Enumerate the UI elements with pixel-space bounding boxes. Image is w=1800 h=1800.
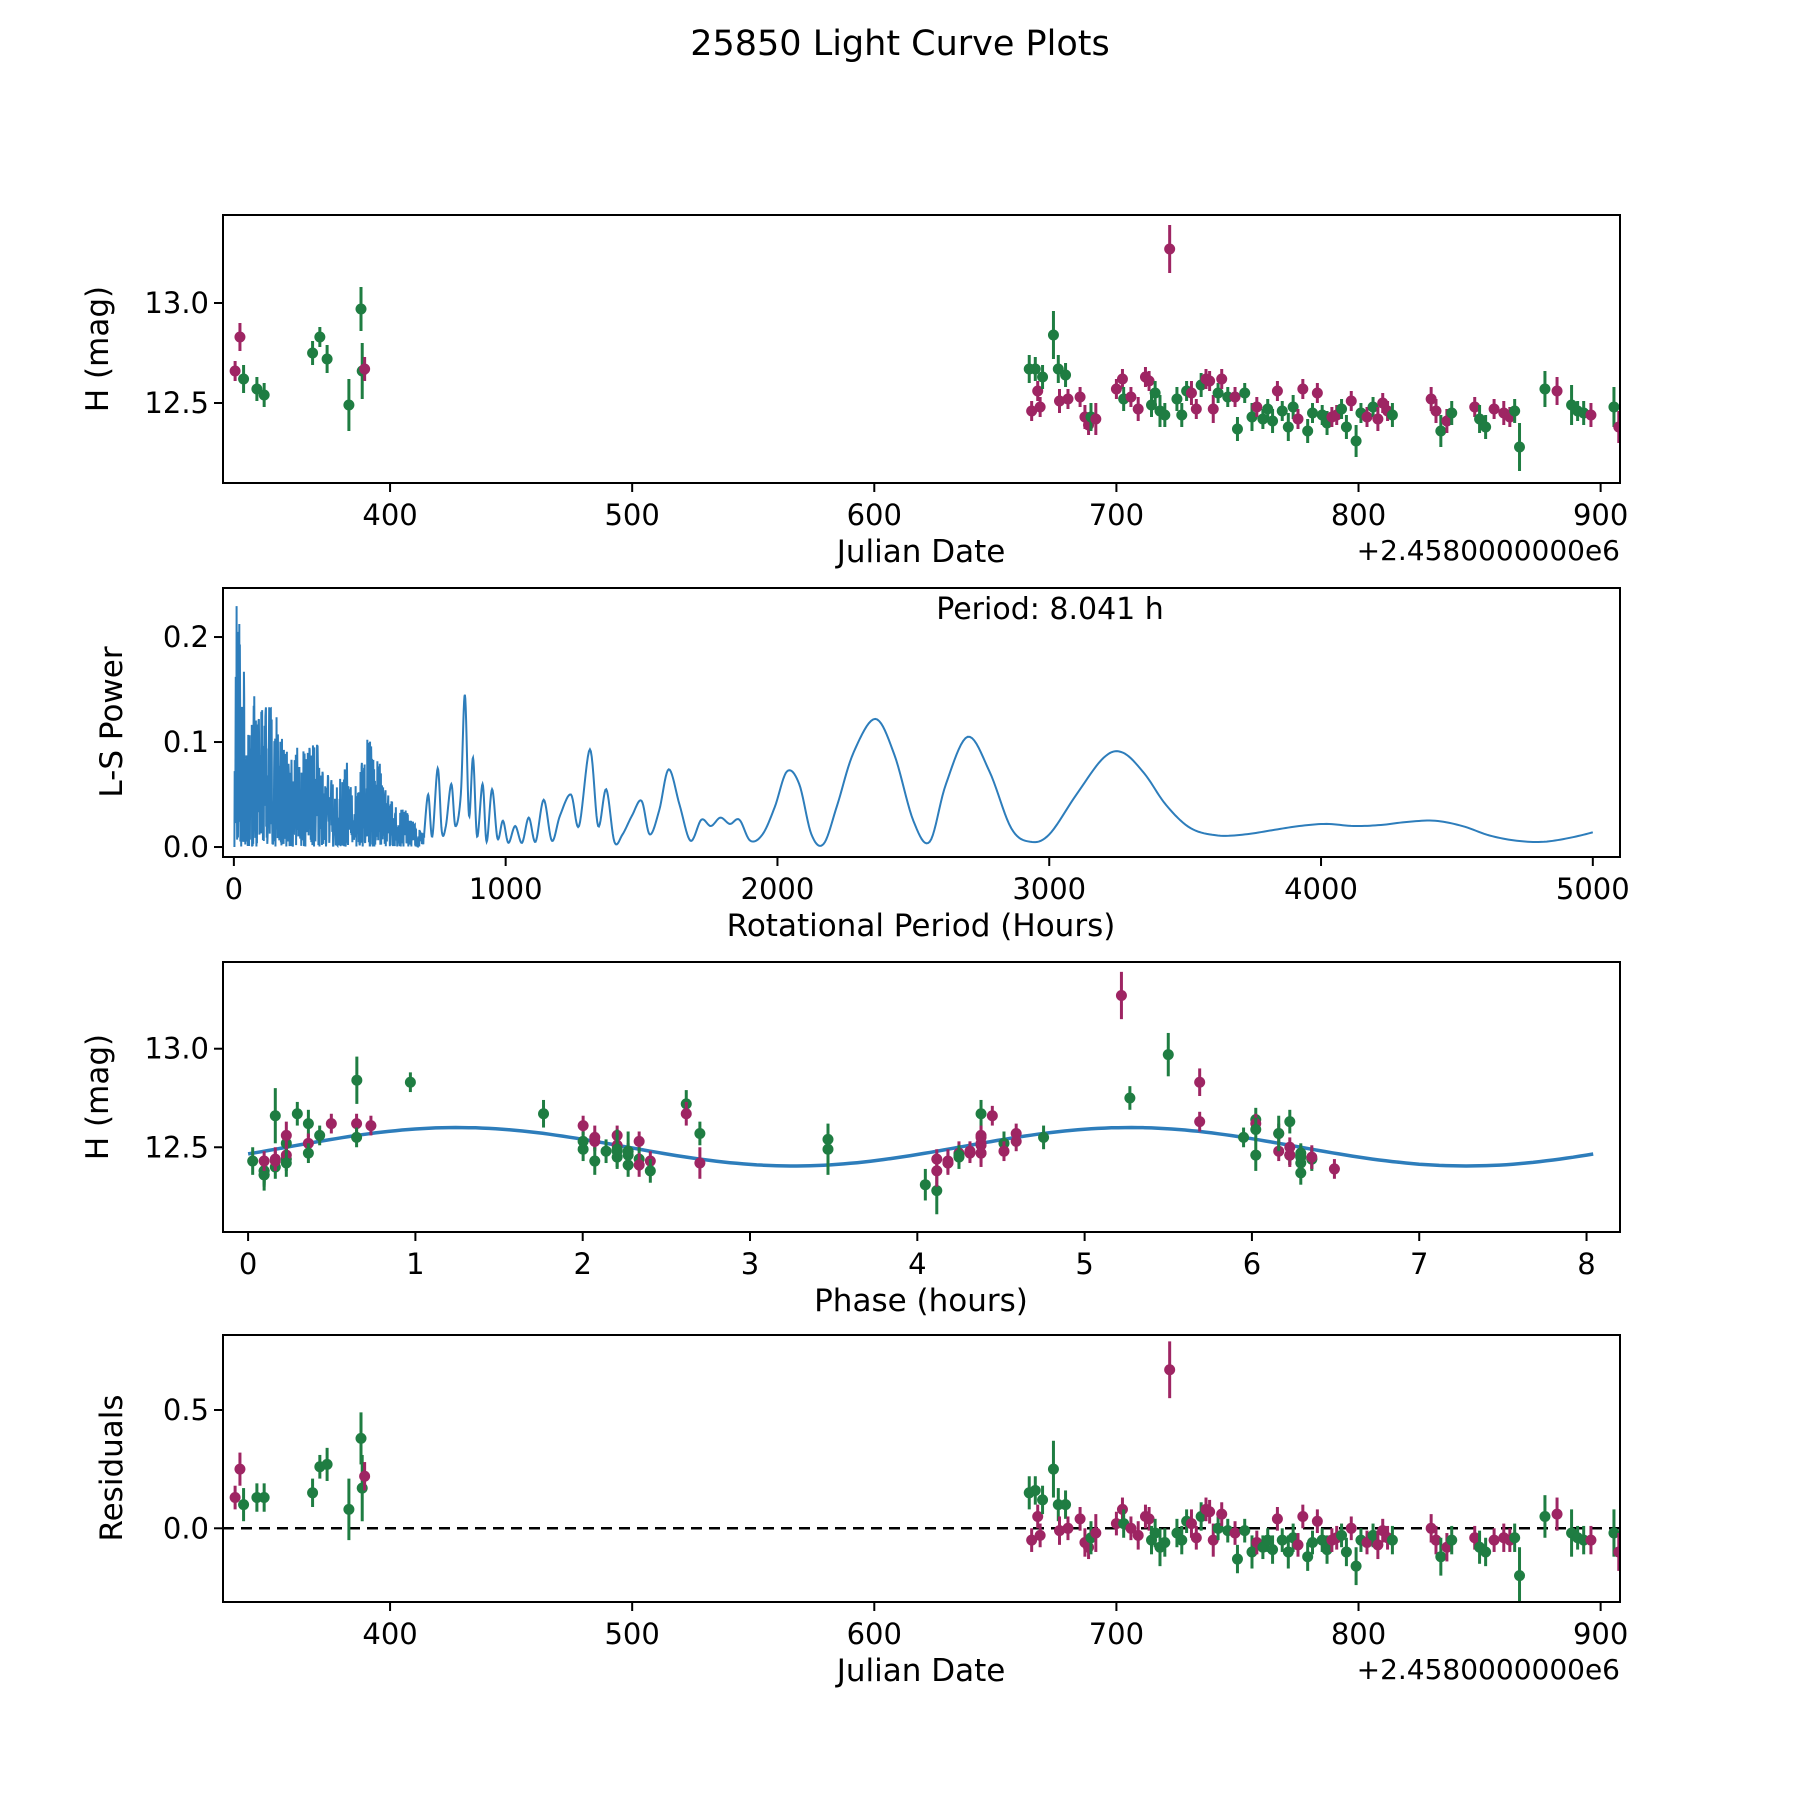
svg-text:7: 7 — [1410, 1247, 1428, 1281]
svg-text:6: 6 — [1243, 1247, 1261, 1281]
svg-text:1: 1 — [406, 1247, 424, 1281]
panel-lightcurve: 400 500 600 700 800 900 12.5 13.0 — [144, 214, 1628, 532]
ylabel-residuals: Residuals — [94, 1394, 130, 1542]
svg-text:700: 700 — [1089, 1617, 1144, 1651]
svg-text:0.2: 0.2 — [163, 620, 209, 654]
svg-text:5000: 5000 — [1556, 872, 1630, 906]
svg-text:500: 500 — [604, 498, 659, 532]
svg-text:400: 400 — [362, 1617, 417, 1651]
svg-text:0: 0 — [225, 872, 243, 906]
svg-text:2: 2 — [573, 1247, 591, 1281]
xlabel-julian-date-top: Julian Date — [836, 534, 1006, 570]
svg-text:13.0: 13.0 — [144, 1032, 209, 1066]
xlabel-julian-date-bottom: Julian Date — [836, 1653, 1006, 1689]
phase-plot-area — [247, 971, 1594, 1215]
periodogram-axes-border — [222, 587, 1621, 858]
figure-title: 25850 Light Curve Plots — [690, 24, 1110, 64]
x-axis-offset-top: +2.4580000000e6 — [1356, 534, 1620, 567]
ylabel-h-mag-top: H (mag) — [80, 285, 116, 413]
ls-power-spectrum-line — [233, 606, 1594, 849]
svg-text:900: 900 — [1573, 498, 1628, 532]
svg-text:12.5: 12.5 — [144, 1130, 209, 1164]
svg-text:2000: 2000 — [741, 872, 815, 906]
svg-text:0.1: 0.1 — [163, 725, 209, 759]
panel-residuals: 400 500 600 700 800 900 0.0 0.5 — [163, 1334, 1628, 1651]
residuals-axes-border — [222, 1334, 1621, 1603]
svg-text:4: 4 — [908, 1247, 926, 1281]
svg-text:600: 600 — [847, 498, 902, 532]
svg-text:500: 500 — [604, 1617, 659, 1651]
residuals-plot-area — [223, 1341, 1620, 1602]
svg-text:900: 900 — [1573, 1617, 1628, 1651]
xlabel-rotational-period: Rotational Period (Hours) — [726, 908, 1116, 944]
svg-text:1000: 1000 — [469, 872, 543, 906]
panel-phase: 0 1 2 3 4 5 6 7 8 12.5 13.0 — [144, 961, 1621, 1281]
lightcurve-plot-area — [229, 225, 1620, 471]
svg-text:3: 3 — [741, 1247, 759, 1281]
sinusoidal-fit-curve — [247, 1125, 1594, 1168]
svg-text:8: 8 — [1577, 1247, 1595, 1281]
svg-text:13.0: 13.0 — [144, 286, 209, 320]
phase-axes-border — [222, 961, 1621, 1233]
xlabel-phase-hours: Phase (hours) — [814, 1283, 1028, 1319]
svg-text:700: 700 — [1089, 498, 1144, 532]
periodogram-plot-area — [233, 606, 1594, 849]
svg-text:600: 600 — [847, 1617, 902, 1651]
svg-text:3000: 3000 — [1012, 872, 1086, 906]
svg-text:0.0: 0.0 — [163, 1511, 209, 1545]
svg-text:0: 0 — [239, 1247, 257, 1281]
svg-text:0.0: 0.0 — [163, 830, 209, 864]
svg-text:5: 5 — [1075, 1247, 1093, 1281]
svg-text:12.5: 12.5 — [144, 386, 209, 420]
svg-text:0.5: 0.5 — [163, 1393, 209, 1427]
svg-text:4000: 4000 — [1284, 872, 1358, 906]
period-annotation: Period: 8.041 h — [936, 592, 1164, 627]
ylabel-h-mag-phase: H (mag) — [80, 1033, 116, 1161]
x-axis-offset-bottom: +2.4580000000e6 — [1356, 1653, 1620, 1686]
svg-text:400: 400 — [362, 498, 417, 532]
panel-periodogram: 0 1000 2000 3000 4000 5000 0.0 0.1 0.2 — [163, 587, 1630, 906]
svg-text:800: 800 — [1331, 498, 1386, 532]
lightcurve-axes-border — [222, 214, 1621, 484]
svg-text:800: 800 — [1331, 1617, 1386, 1651]
ylabel-ls-power: L-S Power — [94, 646, 130, 798]
